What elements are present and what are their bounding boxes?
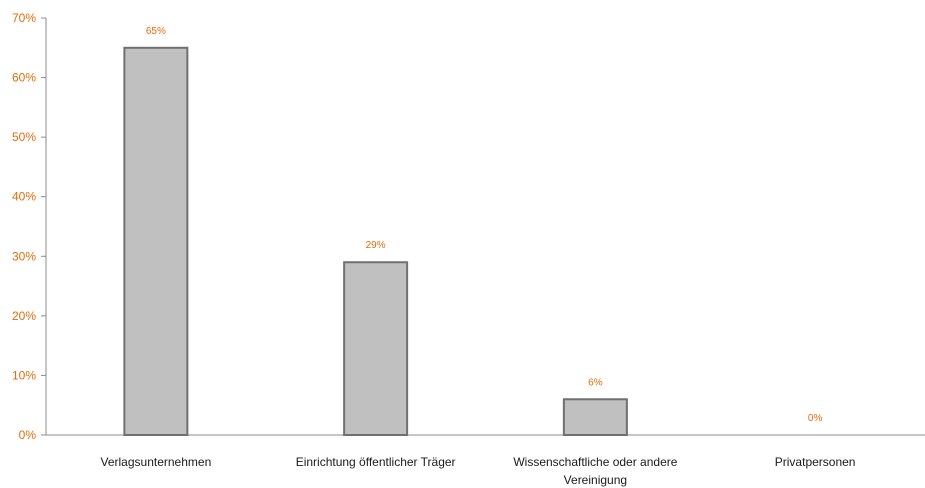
- category-label: Verlagsunternehmen: [101, 455, 212, 469]
- data-label: 0%: [808, 413, 823, 424]
- category-labels: Verlagsunternehmen Einrichtung öffentlich…: [101, 455, 856, 487]
- category-label-line: Vereinigung: [564, 473, 627, 487]
- bar: [343, 261, 409, 436]
- y-tick-label: 40%: [12, 190, 36, 204]
- axes: [45, 18, 925, 436]
- category-label-line: Verlagsunternehmen: [101, 455, 212, 469]
- data-label: 65%: [146, 26, 166, 37]
- data-label: 6%: [588, 377, 603, 388]
- category-label: Wissenschaftliche oder andere Vereinigung: [513, 455, 677, 487]
- y-tick-label: 70%: [12, 11, 36, 25]
- bar: [123, 46, 189, 437]
- category-label-line: Einrichtung öffentlicher Träger: [296, 455, 456, 469]
- y-tick-label: 60%: [12, 71, 36, 85]
- bars: [123, 46, 628, 437]
- y-tick-labels: 0% 10% 20% 30% 40% 50% 60% 70%: [12, 11, 46, 442]
- category-label-line: Privatpersonen: [775, 455, 856, 469]
- bar: [562, 398, 628, 436]
- category-label-line: Wissenschaftliche oder andere: [513, 455, 677, 469]
- y-tick-label: 30%: [12, 249, 36, 263]
- data-label: 29%: [366, 240, 386, 251]
- y-tick-label: 50%: [12, 130, 36, 144]
- category-label: Privatpersonen: [775, 455, 856, 469]
- y-tick-label: 0%: [19, 428, 37, 442]
- data-labels: 65% 29% 6% 0%: [146, 26, 823, 424]
- category-label: Einrichtung öffentlicher Träger: [296, 455, 456, 469]
- y-tick-label: 20%: [12, 309, 36, 323]
- y-tick-label: 10%: [12, 368, 36, 382]
